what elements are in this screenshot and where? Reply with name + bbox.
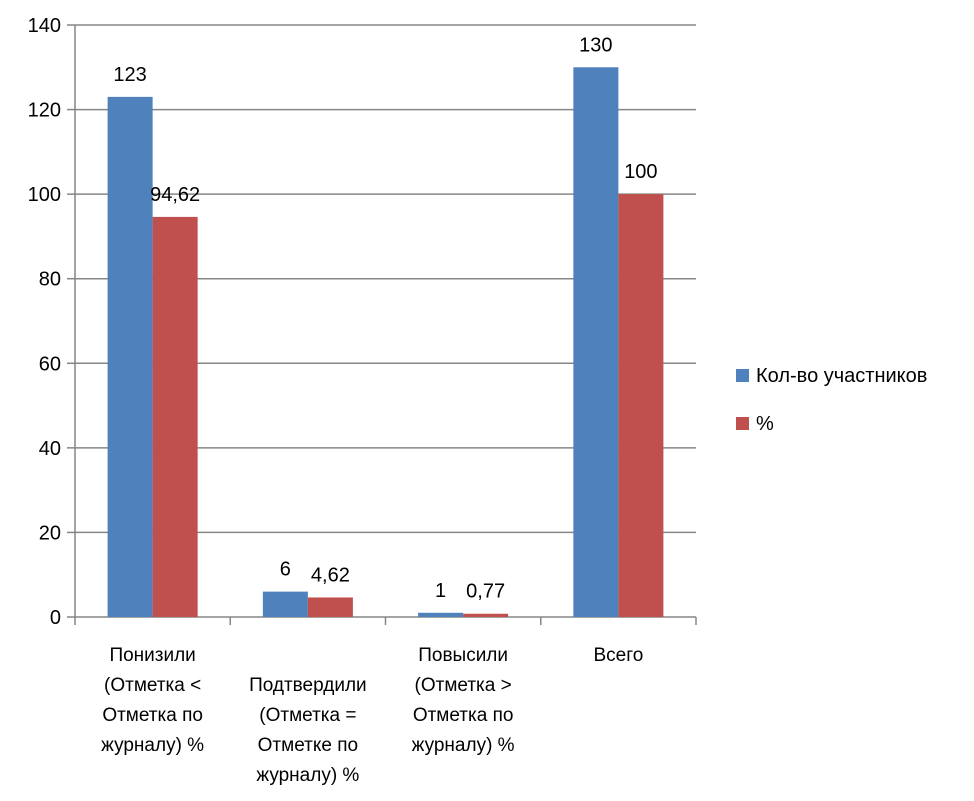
category-labels: Понизили (Отметка < Отметка по журналу) % По…: [101, 645, 643, 786]
data-label: 100: [624, 161, 657, 183]
bar: [262, 591, 308, 617]
bars: [107, 67, 664, 618]
data-label: 94,62: [150, 184, 200, 206]
bar: [463, 613, 509, 617]
category-label: (Отметка <: [104, 675, 201, 696]
y-tick-label: 20: [39, 522, 61, 544]
legend: Кол-во участников%: [736, 365, 927, 435]
data-label: 0,77: [466, 581, 505, 603]
bar: [107, 96, 153, 617]
data-label: 1: [435, 580, 446, 602]
y-tick-label: 60: [39, 353, 61, 375]
data-label: 130: [579, 34, 612, 56]
bar: [618, 194, 664, 617]
category-label: Отметка по: [413, 705, 514, 726]
y-tick-label: 120: [28, 100, 61, 122]
legend-label: %: [756, 413, 774, 435]
data-labels: 123 6 1 130 94,62 4,62 0,77 100: [113, 34, 657, 602]
category-label: журналу) %: [412, 735, 515, 756]
y-tick-label: 40: [39, 438, 61, 460]
data-label: 6: [280, 559, 291, 581]
y-tick-label: 140: [28, 15, 61, 37]
category-label: Отметке по: [258, 735, 358, 756]
bar: [152, 216, 198, 617]
category-label: журналу) %: [256, 765, 359, 786]
category-label: Отметка по: [102, 705, 203, 726]
bar: [418, 612, 464, 617]
legend-label: Кол-во участников: [756, 365, 927, 387]
y-tick-label: 0: [50, 607, 61, 629]
y-tick-label: 80: [39, 269, 61, 291]
legend-swatch: [736, 417, 749, 430]
bar: [307, 597, 353, 617]
category-label: Понизили: [109, 645, 195, 666]
data-label: 123: [113, 64, 146, 86]
category-label: (Отметка =: [259, 705, 356, 726]
category-label: журналу) %: [101, 735, 204, 756]
data-label: 4,62: [311, 564, 350, 586]
category-label: (Отметка >: [415, 675, 512, 696]
bar: [573, 67, 619, 618]
category-label: Подтвердили: [249, 675, 367, 696]
y-tick-label: 100: [28, 184, 61, 206]
category-label: Всего: [593, 645, 643, 666]
legend-swatch: [736, 369, 749, 382]
category-label: Повысили: [418, 645, 508, 666]
